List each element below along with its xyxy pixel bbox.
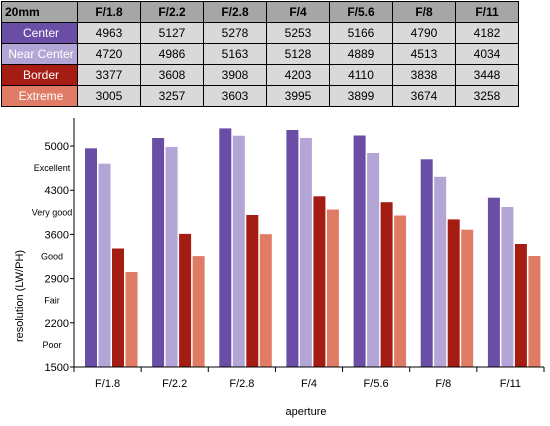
x-axis-title: aperture <box>286 406 327 418</box>
bar <box>192 256 205 367</box>
bar <box>394 215 407 367</box>
table-cell: 3608 <box>140 64 204 86</box>
bars-group <box>85 128 541 367</box>
table-cell: 4034 <box>455 43 519 65</box>
quality-label: Very good <box>32 207 73 217</box>
table-cell: 4182 <box>455 22 519 44</box>
table-cell: 5128 <box>266 43 330 65</box>
bar <box>152 138 165 367</box>
bar <box>232 135 245 367</box>
table-cell: 5253 <box>266 22 330 44</box>
bar <box>165 146 178 367</box>
bar <box>125 272 138 367</box>
y-tick-label: 3600 <box>45 229 69 241</box>
x-tick-label: F/2.8 <box>229 378 254 390</box>
bar <box>487 197 500 367</box>
bar <box>299 137 312 367</box>
table-cell: 4963 <box>77 22 141 44</box>
bar <box>98 163 111 367</box>
table-row-extreme: Extreme 3005 3257 3603 3995 3899 3674 32… <box>1 85 519 107</box>
table-cell: 3995 <box>266 85 330 107</box>
bar <box>447 219 460 367</box>
y-tick-label: 1500 <box>45 362 69 374</box>
table-cell: 3258 <box>455 85 519 107</box>
header-cell: F/8 <box>392 1 456 23</box>
table-cell: 5278 <box>203 22 267 44</box>
bar <box>219 128 232 367</box>
bar <box>367 153 380 367</box>
bar <box>420 159 433 367</box>
quality-label: Fair <box>44 296 60 306</box>
table-cell: 4720 <box>77 43 141 65</box>
header-cell: F/11 <box>455 1 519 23</box>
table-row-center: Center 4963 5127 5278 5253 5166 4790 418… <box>1 22 519 44</box>
bar <box>501 207 514 367</box>
y-tick-label: 2200 <box>45 318 69 330</box>
header-cell: F/1.8 <box>77 1 141 23</box>
resolution-table: 20mm F/1.8 F/2.2 F/2.8 F/4 F/5.6 F/8 F/1… <box>1 1 519 107</box>
quality-label: Good <box>41 252 63 262</box>
header-cell: F/5.6 <box>329 1 393 23</box>
table-cell: 3257 <box>140 85 204 107</box>
table-cell: 3005 <box>77 85 141 107</box>
axes-group: F/1.8 F/2.2 F/2.8 F/4 F/5.6 F/8 F/11 1500 2200 29… <box>32 118 545 390</box>
table-row-near-center: Near Center 4720 4986 5163 5128 4889 451… <box>1 43 519 65</box>
y-tick-label: 4300 <box>45 185 69 197</box>
bar <box>434 176 447 367</box>
table-cell: 3899 <box>329 85 393 107</box>
table-cell: 4889 <box>329 43 393 65</box>
x-tick-label: F/5.6 <box>364 378 389 390</box>
table-cell: 3838 <box>392 64 456 86</box>
row-label-extreme: Extreme <box>1 85 78 107</box>
y-axis-title: resolution (LW/PH) <box>14 250 26 342</box>
bar <box>461 229 474 367</box>
table-corner-label: 20mm <box>1 1 78 23</box>
bar <box>380 202 393 367</box>
bar <box>326 209 339 367</box>
x-tick-label: F/2.2 <box>162 378 187 390</box>
x-tick-label: F/1.8 <box>95 378 120 390</box>
table-cell: 4986 <box>140 43 204 65</box>
bar <box>179 233 192 367</box>
bar <box>528 256 541 367</box>
table-cell: 5163 <box>203 43 267 65</box>
y-tick-label: 5000 <box>45 141 69 153</box>
bar <box>112 248 124 367</box>
table-cell: 3448 <box>455 64 519 86</box>
table-cell: 4513 <box>392 43 456 65</box>
bar <box>514 244 527 367</box>
y-tick-label: 2900 <box>45 274 69 286</box>
row-label-border: Border <box>1 64 78 86</box>
table-row-border: Border 3377 3608 3908 4203 4110 3838 344… <box>1 64 519 86</box>
table-cell: 3908 <box>203 64 267 86</box>
table-header-row: 20mm F/1.8 F/2.2 F/2.8 F/4 F/5.6 F/8 F/1… <box>1 1 519 23</box>
x-tick-label: F/8 <box>435 378 451 390</box>
bar <box>246 215 259 367</box>
bar <box>313 196 326 367</box>
row-label-near-center: Near Center <box>1 43 78 65</box>
table-cell: 3674 <box>392 85 456 107</box>
quality-label: Excellent <box>34 163 71 173</box>
table-cell: 5166 <box>329 22 393 44</box>
header-cell: F/2.8 <box>203 1 267 23</box>
resolution-bar-chart: F/1.8 F/2.2 F/2.8 F/4 F/5.6 F/8 F/11 1500 2200 29… <box>14 118 545 418</box>
quality-label: Poor <box>42 340 61 350</box>
bar <box>259 234 272 367</box>
table-cell: 5127 <box>140 22 204 44</box>
bar <box>286 130 299 367</box>
bar <box>85 148 97 367</box>
x-tick-label: F/11 <box>500 378 521 390</box>
table-cell: 3603 <box>203 85 267 107</box>
bar <box>353 135 366 367</box>
table-cell: 3377 <box>77 64 141 86</box>
table-cell: 4203 <box>266 64 330 86</box>
row-label-center: Center <box>1 22 78 44</box>
header-cell: F/2.2 <box>140 1 204 23</box>
x-tick-label: F/4 <box>301 378 317 390</box>
table-cell: 4110 <box>329 64 393 86</box>
table-cell: 4790 <box>392 22 456 44</box>
header-cell: F/4 <box>266 1 330 23</box>
